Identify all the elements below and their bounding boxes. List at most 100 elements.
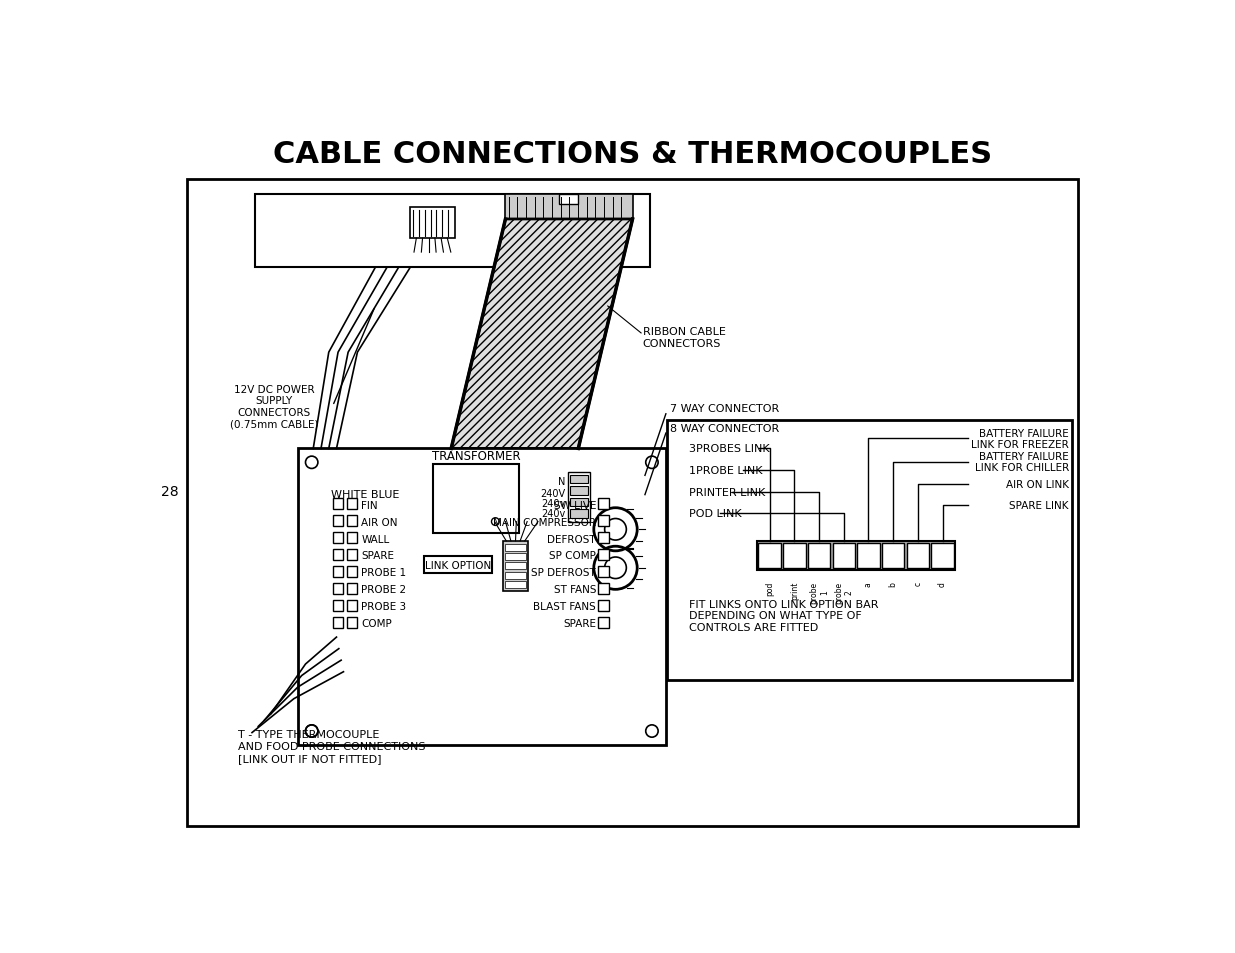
Bar xyxy=(598,567,609,578)
Text: b: b xyxy=(889,581,898,586)
Text: PROBE 2: PROBE 2 xyxy=(362,585,406,595)
Bar xyxy=(332,600,343,611)
Bar xyxy=(410,208,454,239)
Text: PROBE 1: PROBE 1 xyxy=(362,568,406,578)
Polygon shape xyxy=(451,220,632,449)
Bar xyxy=(559,195,578,204)
Text: c: c xyxy=(914,581,923,585)
Bar xyxy=(598,583,609,595)
Bar xyxy=(808,543,830,568)
Bar xyxy=(569,510,588,518)
Bar xyxy=(488,451,494,464)
Text: 240V: 240V xyxy=(540,489,566,498)
Text: DEFROST: DEFROST xyxy=(547,534,597,544)
Text: BATTERY FAILURE
LINK FOR FREEZER: BATTERY FAILURE LINK FOR FREEZER xyxy=(971,428,1068,450)
Bar xyxy=(505,544,526,551)
Bar xyxy=(503,541,527,591)
Text: SPARE: SPARE xyxy=(362,551,394,561)
Bar xyxy=(468,449,561,466)
Bar xyxy=(505,451,511,464)
Text: 240v: 240v xyxy=(541,498,566,509)
Bar xyxy=(496,451,503,464)
Bar xyxy=(298,449,666,745)
Text: LINK OPTION: LINK OPTION xyxy=(425,560,492,570)
Bar xyxy=(347,533,357,543)
Bar xyxy=(522,451,529,464)
Text: MAIN COMPRESSOR: MAIN COMPRESSOR xyxy=(493,517,597,527)
Text: FIN: FIN xyxy=(362,500,378,510)
Bar xyxy=(857,543,879,568)
Bar xyxy=(347,499,357,510)
Text: FIT LINKS ONTO LINK OPTION BAR
DEPENDING ON WHAT TYPE OF
CONTROLS ARE FITTED: FIT LINKS ONTO LINK OPTION BAR DEPENDING… xyxy=(689,598,878,632)
Bar xyxy=(569,487,588,496)
Text: 240v: 240v xyxy=(541,509,566,518)
Text: 28: 28 xyxy=(161,484,179,498)
Text: print: print xyxy=(790,581,799,599)
Text: probe
1: probe 1 xyxy=(809,581,829,603)
Bar xyxy=(472,451,478,464)
Bar xyxy=(548,451,555,464)
Bar xyxy=(347,583,357,595)
Text: TRANSFORMER: TRANSFORMER xyxy=(432,449,520,462)
Text: PRINTER LINK: PRINTER LINK xyxy=(689,487,766,497)
Bar xyxy=(598,550,609,560)
Bar xyxy=(505,572,526,579)
Text: CABLE CONNECTIONS & THERMOCOUPLES: CABLE CONNECTIONS & THERMOCOUPLES xyxy=(273,140,992,169)
Bar xyxy=(505,554,526,560)
Bar xyxy=(598,499,609,510)
Bar xyxy=(480,451,487,464)
Text: 3PROBES LINK: 3PROBES LINK xyxy=(689,444,769,454)
Bar xyxy=(598,618,609,628)
Text: N: N xyxy=(558,476,566,486)
Bar xyxy=(569,498,588,507)
Bar xyxy=(256,195,651,268)
Text: T - TYPE THERMOCOUPLE
AND FOOD PROBE CONNECTIONS
[LINK OUT IF NOT FITTED]: T - TYPE THERMOCOUPLE AND FOOD PROBE CON… xyxy=(238,730,426,763)
Text: SPARE LINK: SPARE LINK xyxy=(1009,500,1068,510)
Bar xyxy=(514,451,520,464)
Bar xyxy=(332,567,343,578)
Bar xyxy=(332,533,343,543)
Bar xyxy=(598,533,609,543)
Bar xyxy=(347,618,357,628)
Text: WHITE BLUE: WHITE BLUE xyxy=(331,489,399,499)
Text: ST FANS: ST FANS xyxy=(553,585,597,595)
Text: SP DEFROST: SP DEFROST xyxy=(531,568,597,578)
Bar xyxy=(347,567,357,578)
Bar xyxy=(424,557,493,574)
Bar xyxy=(598,600,609,611)
Bar xyxy=(347,600,357,611)
Bar xyxy=(505,195,632,220)
Bar xyxy=(568,472,590,522)
Text: BLAST FANS: BLAST FANS xyxy=(534,601,597,612)
Bar xyxy=(505,581,526,588)
Bar xyxy=(569,476,588,483)
Bar xyxy=(332,618,343,628)
Text: 7 WAY CONNECTOR: 7 WAY CONNECTOR xyxy=(669,404,779,414)
Bar xyxy=(332,583,343,595)
Text: a: a xyxy=(864,581,873,586)
Text: SP COMP: SP COMP xyxy=(550,551,597,561)
Text: POD LINK: POD LINK xyxy=(689,509,742,518)
Text: BATTERY FAILURE
LINK FOR CHILLER: BATTERY FAILURE LINK FOR CHILLER xyxy=(974,452,1068,473)
Bar xyxy=(667,420,1072,680)
Bar xyxy=(332,516,343,527)
Bar xyxy=(347,516,357,527)
Text: SPARE: SPARE xyxy=(563,618,597,629)
Text: AIR ON LINK: AIR ON LINK xyxy=(1005,479,1068,489)
Bar xyxy=(531,451,537,464)
Text: 1PROBE LINK: 1PROBE LINK xyxy=(689,465,763,476)
Text: RIBBON CABLE
CONNECTORS: RIBBON CABLE CONNECTORS xyxy=(642,327,725,348)
Bar xyxy=(332,499,343,510)
Text: COMP: COMP xyxy=(362,618,391,629)
Bar xyxy=(832,543,855,568)
Bar xyxy=(882,543,904,568)
Bar xyxy=(757,541,955,571)
Text: probe
2: probe 2 xyxy=(834,581,853,603)
Bar xyxy=(931,543,953,568)
Text: pod: pod xyxy=(766,581,774,596)
Text: PROBE 3: PROBE 3 xyxy=(362,601,406,612)
Bar xyxy=(186,180,1078,826)
Bar xyxy=(598,516,609,527)
Bar xyxy=(540,451,546,464)
Bar xyxy=(347,550,357,560)
